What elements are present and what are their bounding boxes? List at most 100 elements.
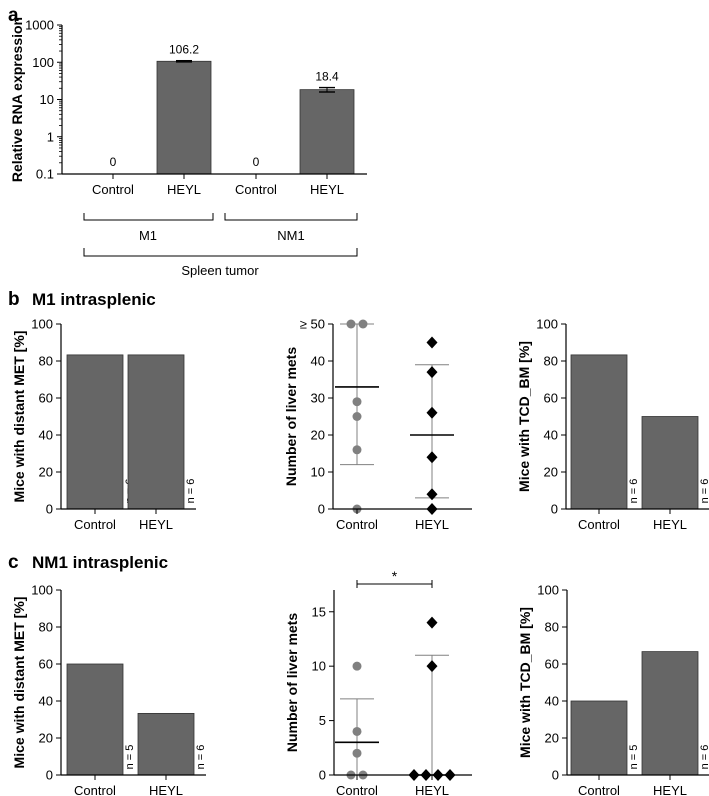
c3-y-tick-label: 40 bbox=[545, 694, 559, 709]
b3-y-tick-label: 0 bbox=[551, 502, 558, 517]
a-x-tick-label: Control bbox=[92, 182, 134, 197]
b3-y-tick-label: 60 bbox=[544, 391, 558, 406]
panel-c-letter: c bbox=[8, 552, 19, 573]
b3-y-axis-title: Mice with TCD_BM [%] bbox=[516, 341, 532, 492]
a-y-tick-label: 0.1 bbox=[36, 167, 54, 182]
b3-n-label: n = 6 bbox=[628, 479, 640, 504]
spleen-tumor-bracket bbox=[83, 248, 358, 257]
b2-y-tick-label: ≥ 50 bbox=[300, 317, 325, 332]
c2-points: * bbox=[335, 568, 456, 781]
a-value-label: 0 bbox=[110, 155, 117, 169]
b2-points bbox=[335, 319, 454, 515]
c3-axes: 0 20 40 60 80 100 Control HEYL Mice with TCD_BM … bbox=[517, 583, 709, 796]
c2-control-point bbox=[352, 661, 362, 671]
c3-x-tick-label: HEYL bbox=[653, 783, 687, 796]
a-y-axis-title: Relative RNA expression bbox=[9, 17, 25, 182]
c1-bar bbox=[66, 663, 124, 776]
c3-y-axis-title: Mice with TCD_BM [%] bbox=[517, 607, 533, 758]
c3-y-tick-label: 100 bbox=[537, 583, 559, 598]
c1-y-tick-label: 60 bbox=[39, 657, 53, 672]
b3-y-tick-label: 80 bbox=[544, 354, 558, 369]
a-y-tick-label: 10 bbox=[40, 92, 54, 107]
b1-x-tick-label: Control bbox=[74, 517, 116, 532]
b1-y-tick-label: 40 bbox=[39, 428, 53, 443]
c3-y-tick-label: 80 bbox=[545, 620, 559, 635]
b2-heyl-point bbox=[426, 406, 438, 419]
c2-x-tick-label: HEYL bbox=[415, 783, 449, 796]
c2-control-point bbox=[352, 726, 362, 736]
c1-y-tick-label: 20 bbox=[39, 731, 53, 746]
b3-y-tick-label: 100 bbox=[536, 317, 558, 332]
c1-x-tick-label: HEYL bbox=[149, 783, 183, 796]
c2-axes: 0 5 10 15 Control HEYL Number of liver mets bbox=[284, 590, 472, 796]
panel-a-group-brackets bbox=[83, 213, 358, 257]
a-y-tick-label: 1000 bbox=[25, 18, 54, 33]
m1-bracket bbox=[83, 213, 214, 221]
b1-x-tick-label: HEYL bbox=[139, 517, 173, 532]
b1-bar bbox=[66, 354, 124, 510]
c2-heyl-point bbox=[426, 616, 438, 629]
b2-control-point bbox=[352, 412, 362, 421]
c3-bar bbox=[570, 700, 628, 776]
panel-b-letter: b bbox=[8, 289, 20, 310]
c3-y-tick-label: 60 bbox=[545, 657, 559, 672]
c1-y-tick-label: 0 bbox=[46, 768, 53, 783]
c3-bar bbox=[641, 651, 699, 776]
b3-y-tick-label: 40 bbox=[544, 428, 558, 443]
c1-bars: n = 5 n = 6 bbox=[66, 663, 207, 776]
a-bar bbox=[299, 89, 355, 175]
b3-y-tick-label: 20 bbox=[544, 465, 558, 480]
b3-x-tick-label: HEYL bbox=[653, 517, 687, 532]
c1-y-tick-label: 40 bbox=[39, 694, 53, 709]
b2-y-tick-label: 20 bbox=[311, 428, 325, 443]
b1-bars: n = 6n = 6 bbox=[66, 354, 197, 510]
b1-n-label: n = 6 bbox=[185, 479, 197, 504]
b1-y-tick-label: 80 bbox=[39, 354, 53, 369]
c2-x-tick-label: Control bbox=[336, 783, 378, 796]
b1-bar bbox=[127, 354, 185, 510]
c2-heyl-point bbox=[426, 660, 438, 673]
b1-y-tick-label: 60 bbox=[39, 391, 53, 406]
b3-axes: 0 20 40 60 80 100 Control HEYL Mice with TCD_BM … bbox=[516, 317, 709, 532]
c2-y-tick-label: 10 bbox=[312, 659, 326, 674]
b2-y-tick-label: 30 bbox=[311, 391, 325, 406]
c2-significance-label: * bbox=[392, 568, 398, 584]
b1-y-tick-label: 100 bbox=[31, 317, 53, 332]
b1-axes: 0 20 40 60 80 100 Control HEYL Mice with distant… bbox=[11, 317, 196, 532]
c1-y-tick-label: 80 bbox=[39, 620, 53, 635]
spleen-tumor-label: Spleen tumor bbox=[181, 263, 259, 278]
c1-n-label: n = 5 bbox=[124, 745, 136, 770]
b2-y-tick-label: 40 bbox=[311, 354, 325, 369]
b2-y-tick-label: 0 bbox=[318, 502, 325, 517]
a-value-label: 0 bbox=[253, 155, 260, 169]
b2-control-point bbox=[358, 319, 368, 329]
a-x-tick-label: HEYL bbox=[167, 182, 201, 197]
m1-label: M1 bbox=[139, 228, 157, 243]
b1-y-tick-label: 0 bbox=[46, 502, 53, 517]
panel-a-letter: a bbox=[8, 5, 19, 26]
b2-y-tick-label: 10 bbox=[311, 465, 325, 480]
c3-n-label: n = 6 bbox=[699, 745, 709, 770]
nm1-bracket bbox=[224, 213, 358, 221]
b3-n-label: n = 6 bbox=[699, 479, 709, 504]
b3-bar bbox=[641, 416, 699, 510]
b3-bars: n = 6 n = 6 bbox=[570, 354, 709, 510]
b3-bar bbox=[570, 354, 628, 510]
c2-y-tick-label: 15 bbox=[312, 604, 326, 619]
b2-heyl-point bbox=[426, 366, 438, 379]
c1-n-label: n = 6 bbox=[195, 745, 207, 770]
panel-c-heading: NM1 intrasplenic bbox=[32, 553, 168, 572]
b2-control-point bbox=[352, 397, 362, 407]
b2-x-tick-label: HEYL bbox=[415, 517, 449, 532]
c3-bars: n = 5 n = 6 bbox=[570, 651, 709, 776]
b1-y-axis-title: Mice with distant MET [%] bbox=[11, 331, 27, 503]
c1-y-tick-label: 100 bbox=[31, 583, 53, 598]
c3-n-label: n = 5 bbox=[628, 745, 640, 770]
nm1-label: NM1 bbox=[277, 228, 304, 243]
b1-y-tick-label: 20 bbox=[39, 465, 53, 480]
c1-axes: 0 20 40 60 80 100 Control HEYL Mice with distant… bbox=[11, 583, 206, 796]
c1-y-axis-title: Mice with distant MET [%] bbox=[11, 597, 27, 769]
b2-control-point bbox=[352, 445, 362, 455]
c3-y-tick-label: 20 bbox=[545, 731, 559, 746]
